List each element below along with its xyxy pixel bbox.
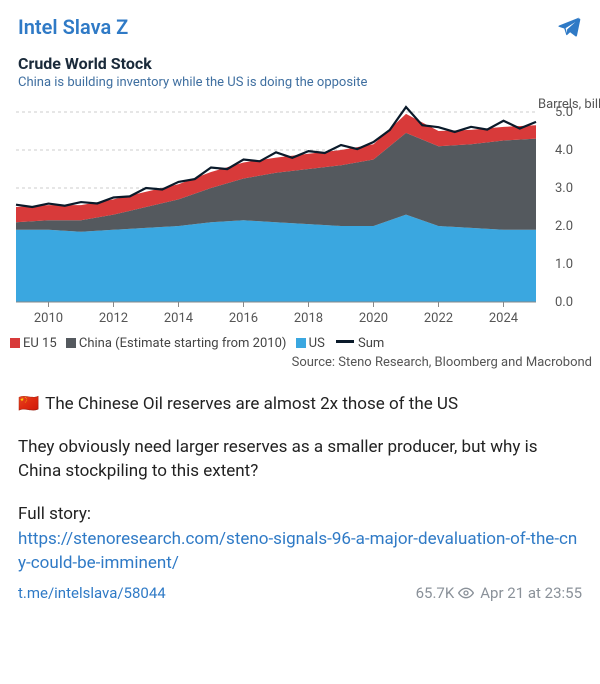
svg-text:2012: 2012 — [99, 311, 128, 326]
legend-marker-china — [66, 338, 76, 348]
post-meta: 65.7K Apr 21 at 23:55 — [416, 584, 582, 602]
svg-text:2020: 2020 — [359, 311, 388, 326]
telegram-icon[interactable] — [556, 14, 582, 40]
timestamp: Apr 21 at 23:55 — [480, 584, 582, 602]
legend-label-us: US — [309, 336, 325, 351]
svg-text:3.0: 3.0 — [555, 181, 573, 196]
svg-text:1.0: 1.0 — [555, 257, 573, 272]
post-text-1: The Chinese Oil reserves are almost 2x t… — [45, 394, 458, 414]
svg-text:2024: 2024 — [489, 311, 519, 326]
legend-label-eu: EU 15 — [23, 336, 57, 351]
svg-text:2.0: 2.0 — [555, 219, 573, 234]
views-number: 65.7K — [416, 584, 455, 602]
legend-marker-eu — [10, 338, 20, 348]
eye-icon — [458, 585, 474, 601]
chart-plot: 0.01.02.03.04.05.0Barrels, billion201020… — [6, 96, 600, 332]
svg-text:2018: 2018 — [294, 311, 323, 326]
legend-marker-sum — [336, 340, 354, 343]
legend-marker-us — [296, 338, 306, 348]
svg-text:4.0: 4.0 — [555, 143, 573, 158]
post-paragraph-2: They obviously need larger reserves as a… — [18, 435, 582, 484]
post-footer: t.me/intelslava/58044 65.7K Apr 21 at 23… — [0, 576, 600, 614]
chart-container: Crude World Stock China is building inve… — [0, 50, 600, 378]
chart-legend: EU 15 China (Estimate starting from 2010… — [6, 332, 600, 353]
legend-label-china: China (Estimate starting from 2010) — [79, 336, 287, 351]
svg-text:2014: 2014 — [164, 311, 194, 326]
post-header: Intel Slava Z — [0, 0, 600, 50]
svg-text:2016: 2016 — [229, 311, 258, 326]
permalink[interactable]: t.me/intelslava/58044 — [18, 584, 166, 602]
view-count: 65.7K — [416, 584, 475, 602]
svg-text:Barrels, billion: Barrels, billion — [538, 97, 600, 112]
post-paragraph-3: Full story: https://stenoresearch.com/st… — [18, 502, 582, 576]
full-story-label: Full story: — [18, 504, 91, 524]
chart-source: Source: Steno Research, Bloomberg and Ma… — [6, 353, 600, 378]
legend-label-sum: Sum — [358, 336, 384, 351]
chart-title: Crude World Stock — [6, 50, 600, 73]
svg-text:2022: 2022 — [424, 311, 453, 326]
story-link[interactable]: https://stenoresearch.com/steno-signals-… — [18, 529, 577, 574]
channel-name[interactable]: Intel Slava Z — [18, 15, 128, 39]
post-paragraph-1: 🇨🇳 The Chinese Oil reserves are almost 2x… — [18, 392, 582, 417]
flag-icon: 🇨🇳 — [18, 394, 39, 414]
svg-text:0.0: 0.0 — [555, 295, 573, 310]
stacked-area-chart: 0.01.02.03.04.05.0Barrels, billion201020… — [6, 96, 600, 328]
chart-subtitle: China is building inventory while the US… — [6, 73, 600, 96]
svg-text:2010: 2010 — [34, 311, 63, 326]
post-body: 🇨🇳 The Chinese Oil reserves are almost 2x… — [0, 378, 600, 576]
